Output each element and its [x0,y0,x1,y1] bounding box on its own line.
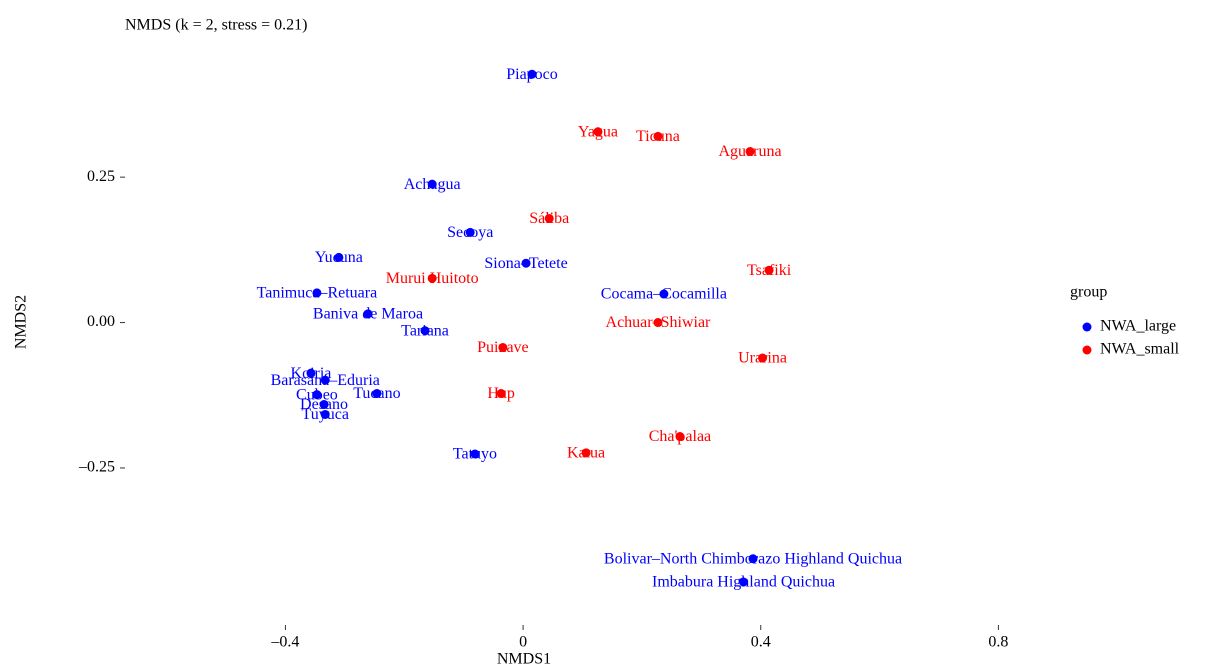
point [581,448,591,458]
point [334,252,344,262]
point-label: Urarina [738,350,787,367]
point-label: Puinave [477,339,529,356]
point-label: Bolivar–North Chimborazo Highland Quichu… [604,550,902,567]
point [527,69,537,79]
point [521,258,531,268]
point-label: Tariana [401,322,449,339]
point [312,288,322,298]
legend-label: NWA_large [1100,318,1176,335]
x-axis-label: NMDS1 [497,651,551,668]
point-label: Baniva de Maroa [313,305,423,322]
point [544,213,554,223]
legend-marker [1082,345,1092,355]
point [764,265,774,275]
x-tick-label: 0.8 [988,634,1008,651]
x-tick-label: 0.4 [751,634,771,651]
point [372,389,382,399]
point [465,227,475,237]
point [758,353,768,363]
point [306,368,316,378]
point [653,131,663,141]
point [427,179,437,189]
point [745,147,755,157]
legend-title: group [1070,284,1107,301]
y-axis-label: NMDS2 [13,295,30,349]
point-label: Aguaruna [719,143,782,160]
point-label: Tanimuca–Retuara [257,285,378,302]
y-tick-label: –0.25 [78,459,115,476]
point [320,409,330,419]
point-label: Secoya [447,224,493,241]
point-label: Piapoco [506,66,558,83]
point [748,554,758,564]
point [312,390,322,400]
point-label: Cubeo [296,386,338,403]
point [320,375,330,385]
point [593,127,603,137]
point-label: Siona–Tetete [484,255,567,272]
point [319,400,329,410]
point-label: Tuyuca [302,406,349,423]
x-tick-label: –0.4 [270,634,299,651]
point-label: Imbabura Highland Quichua [652,574,835,591]
legend-label: NWA_small [1100,341,1180,358]
point-label: Koiria [291,365,332,382]
point [363,309,373,319]
point-label: Cocama–Cocamilla [601,286,727,303]
point [659,289,669,299]
point-label: Tsafiki [747,262,792,279]
point-label: Achagua [404,176,461,193]
point [498,343,508,353]
x-tick-label: 0 [519,634,527,651]
y-tick-label: 0.25 [87,168,115,185]
point-label: Tatuyo [453,446,497,463]
point [427,273,437,283]
point [653,318,663,328]
point-label: Achuar–Shiwiar [606,314,712,331]
point-label: Katua [567,445,605,462]
point-label: Yucuna [315,249,363,266]
point [496,389,506,399]
point-label: Cha'palaa [649,428,711,445]
point-label: Tucano [353,385,400,402]
point-label: Desano [300,396,348,413]
point-label: Sáliba [529,210,569,227]
point [739,577,749,587]
point-label: Yagua [578,123,618,140]
legend-marker [1082,322,1092,332]
point-label: Hup [487,385,515,402]
point-label: Ticuna [636,128,680,145]
y-tick-label: 0.00 [87,313,115,330]
point [675,432,685,442]
point-label: Murui Huitoto [386,270,479,287]
chart-title: NMDS (k = 2, stress = 0.21) [125,17,308,34]
point [420,326,430,336]
point [470,449,480,459]
point-label: Barasana–Eduria [271,372,380,389]
